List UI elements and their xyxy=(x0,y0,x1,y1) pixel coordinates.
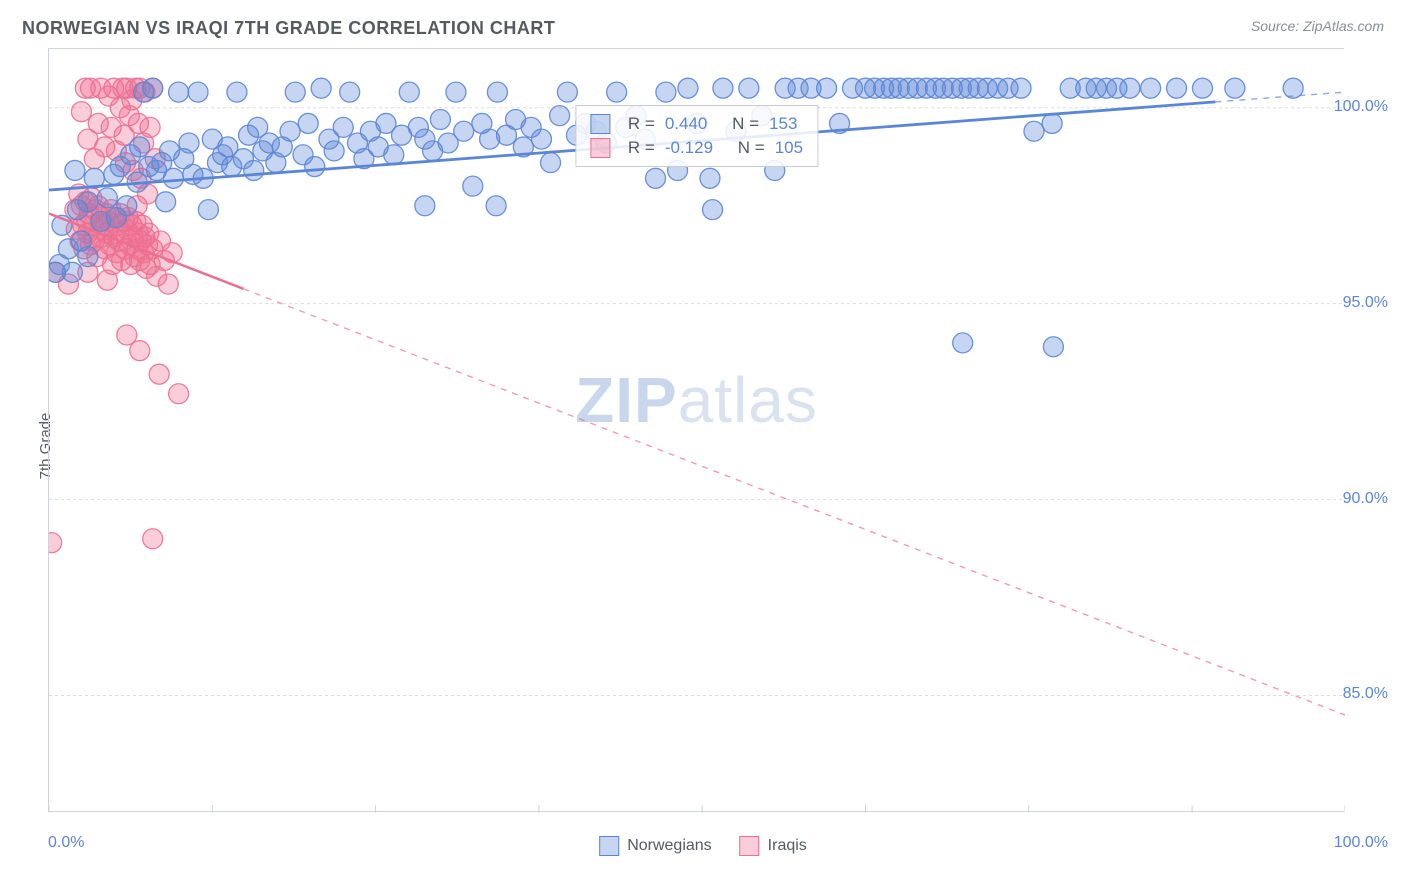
source-prefix: Source: xyxy=(1251,18,1303,34)
r-label: R = xyxy=(628,114,655,134)
n-value-iraqis: 105 xyxy=(775,138,803,158)
stats-legend-box: R = 0.440 N = 153 R = -0.129 N = 105 xyxy=(575,105,818,167)
legend-label-iraqis: Iraqis xyxy=(768,837,807,854)
chart-plot-area: ZIPatlas R = 0.440 N = 153 R = -0.129 N … xyxy=(48,48,1344,812)
swatch-iraqis xyxy=(590,138,610,158)
y-tick-label: 95.0% xyxy=(1343,294,1388,312)
r-value-norwegians: 0.440 xyxy=(665,114,708,134)
series-legend: Norwegians Iraqis xyxy=(599,836,807,856)
n-label: N = xyxy=(738,138,765,158)
y-tick-label: 100.0% xyxy=(1334,98,1388,116)
y-tick-label: 90.0% xyxy=(1343,490,1388,508)
y-tick-label: 85.0% xyxy=(1343,685,1388,703)
r-label: R = xyxy=(628,138,655,158)
x-tick-min: 0.0% xyxy=(48,834,84,852)
n-value-norwegians: 153 xyxy=(769,114,797,134)
legend-item-iraqis: Iraqis xyxy=(740,836,807,856)
chart-title: NORWEGIAN VS IRAQI 7TH GRADE CORRELATION… xyxy=(22,18,555,39)
stats-row-iraqis: R = -0.129 N = 105 xyxy=(590,136,803,160)
legend-item-norwegians: Norwegians xyxy=(599,836,711,856)
r-value-iraqis: -0.129 xyxy=(665,138,713,158)
stats-row-norwegians: R = 0.440 N = 153 xyxy=(590,112,803,136)
source-name: ZipAtlas.com xyxy=(1303,18,1384,34)
swatch-norwegians xyxy=(590,114,610,134)
x-tick-max: 100.0% xyxy=(1334,834,1388,852)
n-label: N = xyxy=(732,114,759,134)
swatch-iraqis-icon xyxy=(740,836,760,856)
legend-label-norwegians: Norwegians xyxy=(627,837,711,854)
source-attribution: Source: ZipAtlas.com xyxy=(1251,18,1384,34)
swatch-norwegians-icon xyxy=(599,836,619,856)
